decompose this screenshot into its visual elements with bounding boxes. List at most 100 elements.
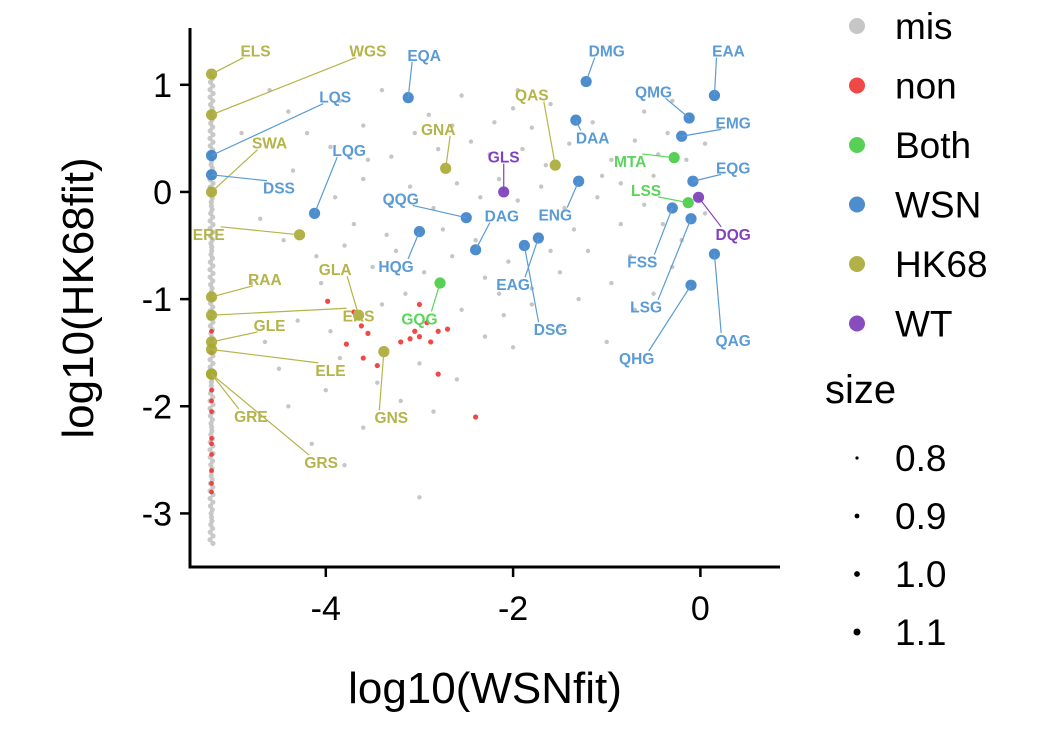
data-point-mis — [684, 157, 689, 163]
label-leader-line — [211, 373, 240, 410]
data-point-mis — [426, 112, 432, 117]
y-axis-ticks: -3 -2 -1 0 1 — [142, 67, 190, 533]
data-point-mis — [450, 254, 455, 259]
data-point-mis — [627, 254, 633, 259]
color-legend: mis non Both WSN HK68 WT — [849, 6, 988, 345]
data-point-mis — [529, 302, 535, 307]
size-legend-dot — [855, 456, 859, 460]
size-legend-title: size — [825, 368, 896, 412]
x-axis-ticks: -4 -2 0 — [311, 567, 710, 628]
legend-label: non — [895, 66, 957, 107]
data-point-mis — [398, 398, 403, 404]
data-point-mis — [651, 173, 656, 179]
data-point-mis — [207, 447, 213, 453]
data-point-mis — [337, 355, 343, 361]
data-point-mis — [210, 278, 216, 284]
data-point-wsn — [666, 202, 678, 214]
data-point-mis — [515, 198, 520, 203]
data-point-mis — [702, 141, 708, 146]
data-point-mis — [210, 98, 216, 104]
data-point-mis — [403, 291, 408, 296]
label-leader-line — [211, 57, 244, 75]
data-point-non — [444, 326, 451, 332]
data-point-mis — [618, 221, 623, 227]
data-point-non — [416, 301, 423, 308]
data-point-mis — [209, 248, 215, 254]
data-point-mis — [473, 237, 478, 243]
data-point-mis — [548, 248, 553, 254]
data-point-mis — [454, 377, 460, 382]
point-label: LSS — [631, 183, 661, 200]
point-label: EMG — [716, 115, 751, 132]
data-point-mis — [210, 402, 216, 408]
data-point-mis — [417, 361, 422, 366]
data-point-mis — [510, 106, 516, 111]
data-point-mis — [361, 176, 366, 182]
data-point-mis — [618, 181, 623, 186]
label-leader-line — [543, 101, 556, 166]
data-point-mis — [585, 248, 591, 254]
data-point-mis — [286, 404, 291, 409]
label-leader-line — [407, 61, 413, 98]
data-point-non — [365, 330, 371, 336]
point-label: ERS — [343, 308, 375, 325]
data-point-mis — [389, 154, 394, 159]
data-point-mis — [576, 296, 581, 302]
label-leader-line — [211, 307, 347, 316]
data-point-mis — [393, 248, 399, 254]
label-leader-line — [211, 373, 310, 456]
point-label: ENG — [538, 208, 572, 225]
data-point-mis — [207, 267, 213, 273]
data-point-mis — [501, 312, 506, 318]
data-point-mis — [482, 334, 488, 339]
point-label: GRS — [304, 455, 338, 472]
data-point-mis — [210, 319, 216, 325]
point-label: QMG — [635, 84, 672, 101]
data-point-mis — [642, 109, 647, 114]
data-point-mis — [557, 270, 563, 275]
size-legend-dot — [854, 513, 860, 519]
data-point-mis — [520, 146, 525, 152]
label-leader-line — [407, 231, 420, 260]
data-point-mis — [361, 425, 366, 430]
data-point-hk68 — [549, 159, 561, 171]
data-point-mis — [487, 152, 492, 157]
data-point-mis — [210, 180, 216, 186]
data-point-non — [435, 328, 441, 334]
data-point-mis — [660, 221, 666, 227]
legend-label: WSN — [895, 185, 981, 226]
size-legend: 0.8 0.9 1.0 1.1 — [853, 438, 946, 653]
label-leader-line — [211, 174, 268, 182]
data-point-mis — [337, 98, 343, 104]
data-point-mis — [290, 168, 296, 173]
label-leader-line — [211, 149, 259, 193]
label-leader-line — [211, 331, 258, 343]
point-label: SWA — [252, 136, 287, 153]
data-point-mis — [599, 173, 605, 179]
data-point-mis — [665, 130, 670, 136]
data-point-non — [473, 414, 479, 420]
label-leader-line — [313, 157, 338, 214]
data-point-mis — [379, 302, 385, 307]
data-point-mis — [468, 139, 474, 144]
point-label: LSG — [630, 300, 662, 317]
legend-label: mis — [895, 6, 953, 47]
point-label: DQG — [716, 227, 751, 244]
point-label: GNA — [421, 122, 455, 139]
data-point-mis — [632, 307, 638, 313]
data-point-mis — [510, 345, 516, 350]
data-point-mis — [314, 254, 319, 259]
data-point-non — [398, 339, 404, 345]
data-point-mis — [207, 87, 213, 93]
data-point-non — [209, 328, 214, 334]
data-point-mis — [632, 138, 638, 143]
data-point-non — [435, 371, 441, 377]
label-leader-line — [642, 153, 675, 159]
data-point-mis — [210, 360, 216, 367]
size-legend-label: 1.1 — [895, 612, 946, 653]
data-point-mis — [361, 123, 366, 128]
data-point-mis — [210, 533, 216, 539]
data-point-non — [209, 409, 214, 415]
point-label: HQG — [378, 259, 413, 276]
data-point-mis — [548, 101, 553, 107]
